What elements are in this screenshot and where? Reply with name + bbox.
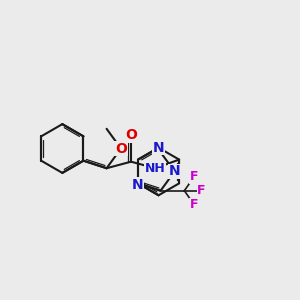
Text: O: O	[125, 128, 137, 142]
Text: N: N	[169, 164, 180, 178]
Text: F: F	[190, 198, 199, 211]
Text: N: N	[153, 141, 164, 155]
Text: N: N	[132, 178, 144, 192]
Text: NH: NH	[145, 162, 166, 175]
Text: F: F	[190, 170, 199, 183]
Text: O: O	[115, 142, 127, 155]
Text: F: F	[197, 184, 206, 197]
